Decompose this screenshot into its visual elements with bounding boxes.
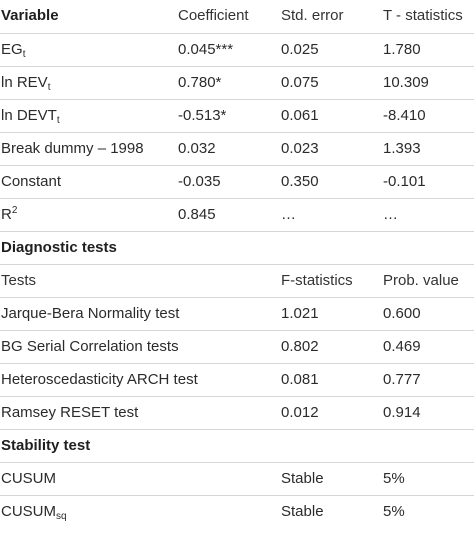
header-variable: Variable [0, 0, 178, 34]
std-error-value: 0.025 [281, 33, 383, 67]
coefficient-value: -0.035 [178, 165, 281, 199]
t-stat-value: 1.393 [383, 132, 474, 166]
coefficient-row: R2 0.845 … … [0, 198, 474, 232]
stability-section-title: Stability test [0, 429, 474, 463]
std-error-value: … [281, 198, 383, 232]
variable-name-cell: ln DEVTt [0, 99, 178, 133]
diagnostic-row: Ramsey RESET test 0.012 0.914 [0, 396, 474, 430]
coefficient-value: -0.513* [178, 99, 281, 133]
diagnostic-header-row: Tests F-statistics Prob. value [0, 264, 474, 298]
variable-name-cell: ln REVt [0, 66, 178, 100]
coefficient-value: 0.780* [178, 66, 281, 100]
variable-name: EG [1, 40, 23, 58]
coefficient-value: 0.032 [178, 132, 281, 166]
variable-subscript: t [47, 81, 51, 93]
header-f-statistics: F-statistics [281, 264, 383, 298]
stability-level: 5% [383, 502, 405, 520]
stability-section-row: Stability test [0, 429, 474, 463]
f-stat-value: 1.021 [281, 297, 383, 331]
diagnostic-section-row: Diagnostic tests [0, 231, 474, 265]
t-stat-value: -0.101 [383, 165, 474, 199]
variable-superscript: 2 [11, 204, 18, 216]
f-stat-value: 0.802 [281, 330, 383, 364]
header-tests: Tests [0, 264, 178, 298]
stability-row: CUSUMsq Stable 5% [0, 495, 474, 528]
diagnostic-section-title: Diagnostic tests [0, 231, 474, 265]
coefficient-row: ln REVt 0.780* 0.075 10.309 [0, 66, 474, 100]
std-error-value: 0.350 [281, 165, 383, 199]
header-prob-value: Prob. value [383, 264, 474, 298]
regression-results-table: Variable Coefficient Std. error T - stat… [0, 0, 474, 528]
header-t-statistics: T - statistics [383, 0, 474, 34]
test-name: Heteroscedasticity ARCH test [0, 363, 281, 397]
variable-subscript: t [56, 114, 60, 126]
coefficient-row: Break dummy – 1998 0.032 0.023 1.393 [0, 132, 474, 166]
coefficient-row: ln DEVTt -0.513* 0.061 -8.410 [0, 99, 474, 133]
variable-name: ln DEVT [1, 106, 57, 124]
header-coefficient: Coefficient [178, 0, 281, 34]
test-name: BG Serial Correlation tests [0, 330, 281, 364]
stability-result: Stable [281, 502, 324, 520]
std-error-value: 0.023 [281, 132, 383, 166]
std-error-value: 0.061 [281, 99, 383, 133]
coefficient-value: 0.045*** [178, 33, 281, 67]
variable-name: R [1, 205, 12, 223]
t-stat-value: 10.309 [383, 66, 474, 100]
header-std-error: Std. error [281, 0, 383, 34]
test-name: Ramsey RESET test [0, 396, 281, 430]
stability-result: Stable [281, 462, 383, 496]
prob-value: 0.777 [383, 363, 474, 397]
coefficient-value: 0.845 [178, 198, 281, 232]
stability-test-name-cell: CUSUMsq [0, 495, 281, 528]
variable-name: Constant [0, 165, 178, 199]
coefficient-header-row: Variable Coefficient Std. error T - stat… [0, 0, 474, 34]
stability-test-name: CUSUM [0, 462, 281, 496]
variable-name-cell: R2 [0, 198, 178, 232]
prob-value: 0.914 [383, 396, 474, 430]
stability-level: 5% [383, 462, 474, 496]
header-empty [178, 264, 281, 298]
variable-name: ln REV [1, 73, 48, 91]
diagnostic-row: Heteroscedasticity ARCH test 0.081 0.777 [0, 363, 474, 397]
t-stat-value: 1.780 [383, 33, 474, 67]
prob-value: 0.469 [383, 330, 474, 364]
stability-test-name: CUSUM [1, 502, 56, 520]
f-stat-value: 0.081 [281, 363, 383, 397]
variable-subscript: t [22, 48, 26, 60]
t-stat-value: -8.410 [383, 99, 474, 133]
diagnostic-row: Jarque-Bera Normality test 1.021 0.600 [0, 297, 474, 331]
prob-value: 0.600 [383, 297, 474, 331]
stability-row: CUSUM Stable 5% [0, 462, 474, 496]
coefficient-row: EGt 0.045*** 0.025 1.780 [0, 33, 474, 67]
coefficient-row: Constant -0.035 0.350 -0.101 [0, 165, 474, 199]
variable-name-cell: EGt [0, 33, 178, 67]
variable-name: Break dummy – 1998 [0, 132, 178, 166]
stability-test-subscript: sq [56, 510, 67, 522]
f-stat-value: 0.012 [281, 396, 383, 430]
test-name: Jarque-Bera Normality test [0, 297, 281, 331]
std-error-value: 0.075 [281, 66, 383, 100]
diagnostic-row: BG Serial Correlation tests 0.802 0.469 [0, 330, 474, 364]
t-stat-value: … [383, 198, 474, 232]
